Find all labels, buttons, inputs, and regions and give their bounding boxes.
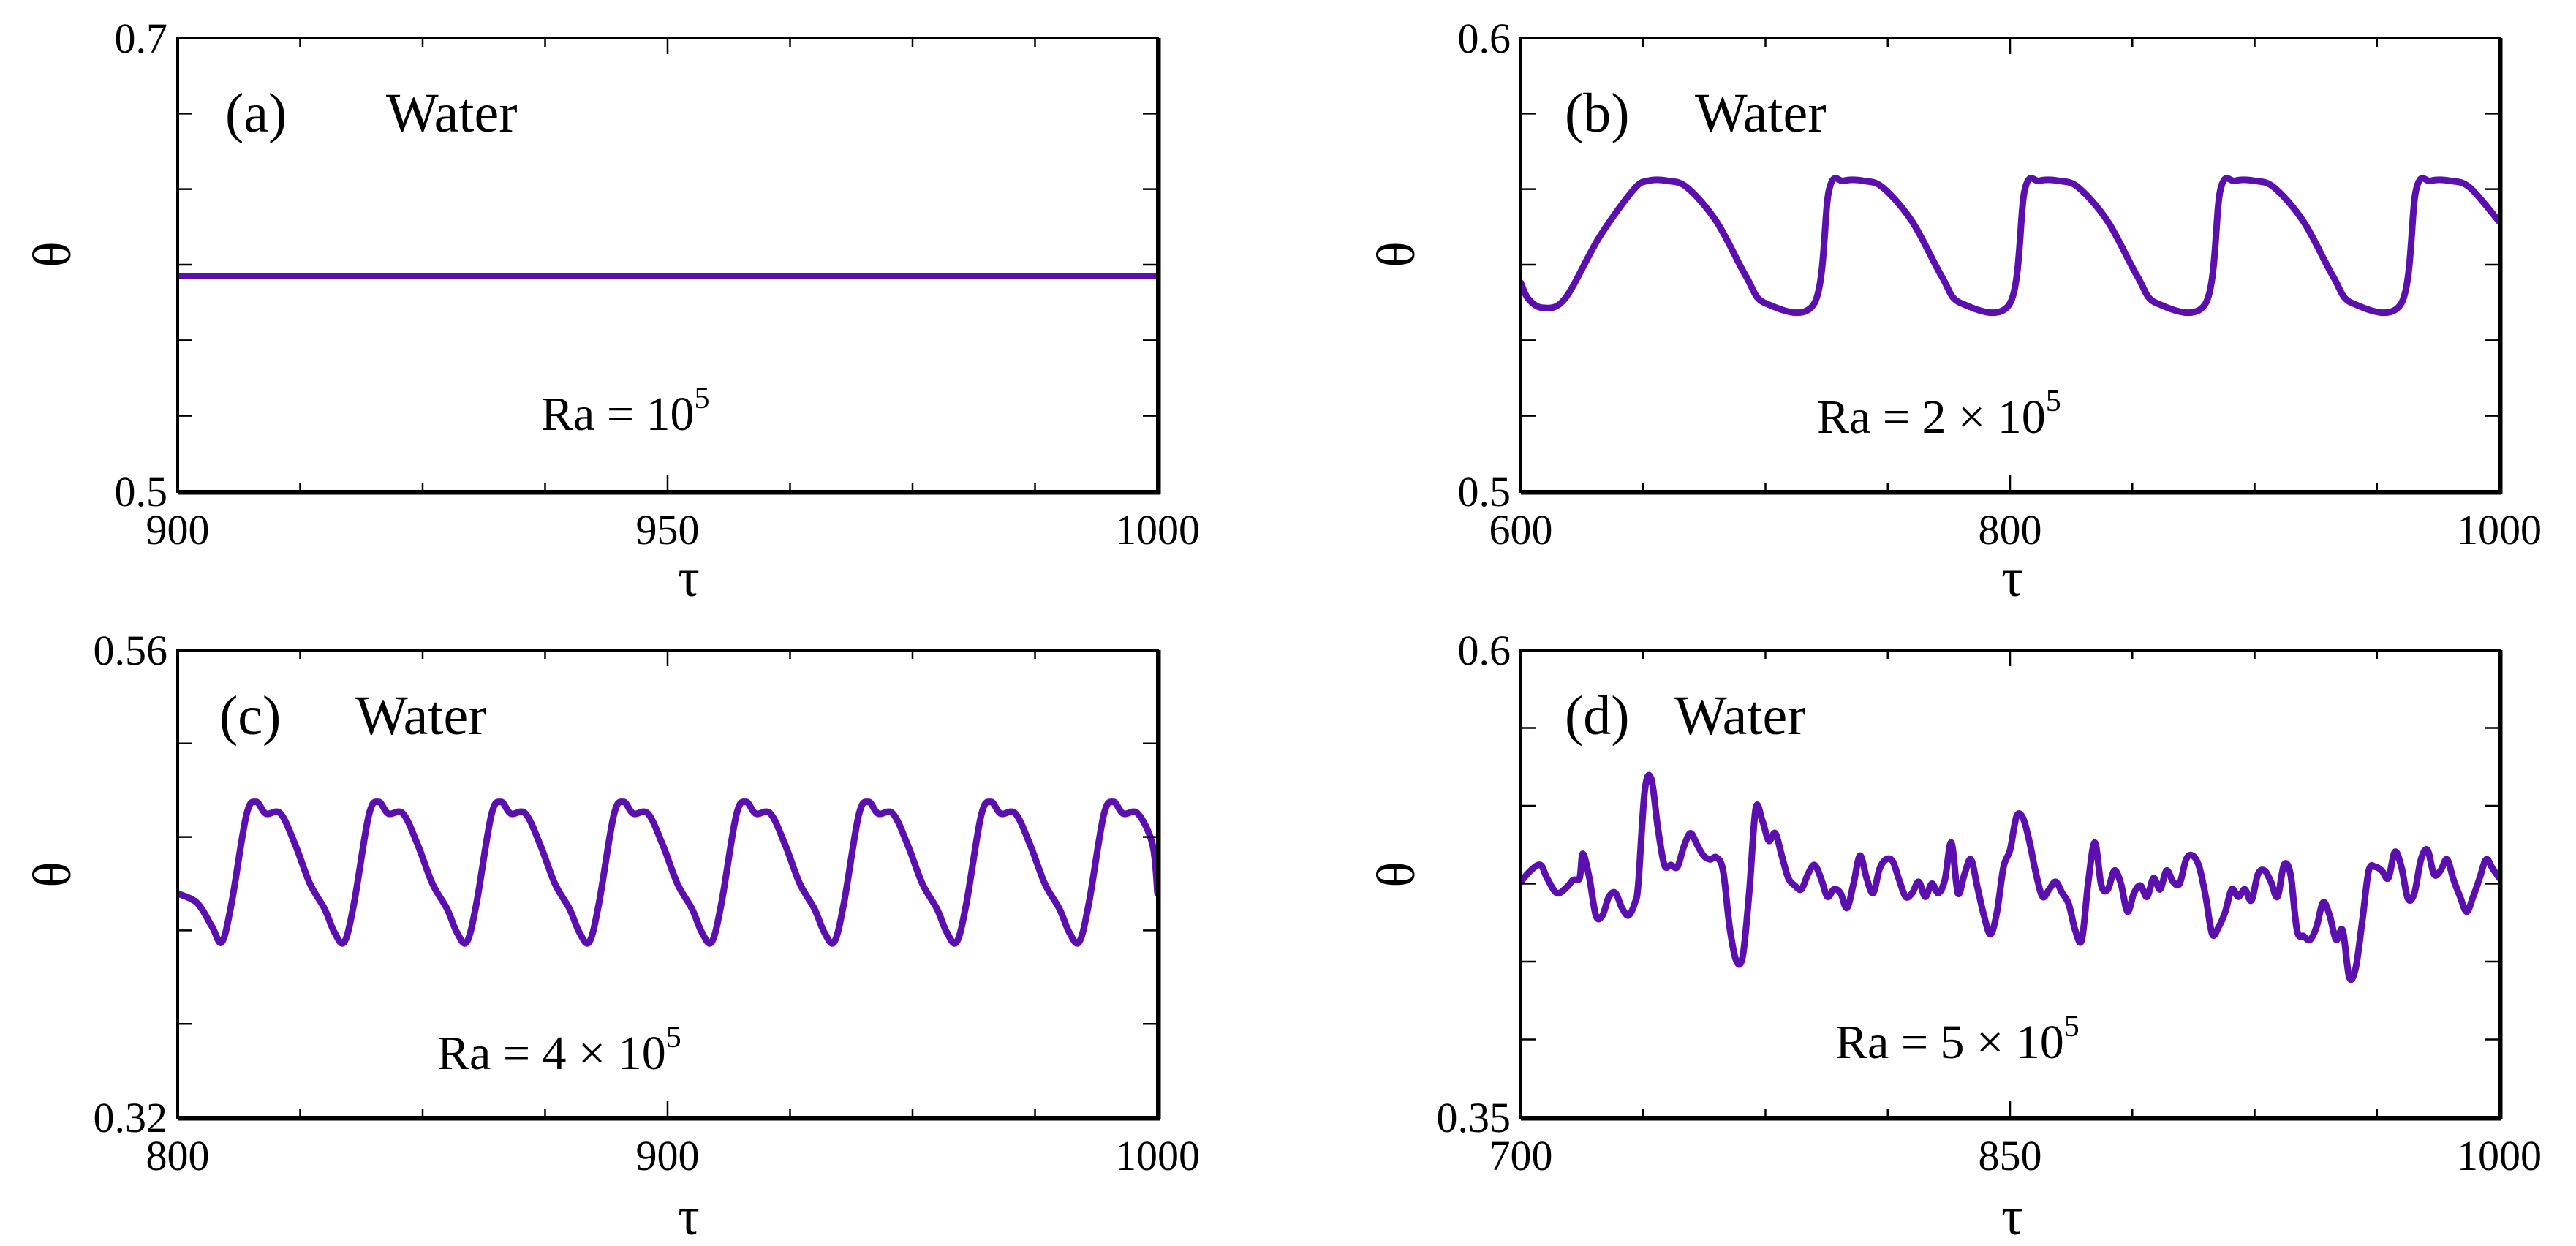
panel-d-y-tick-label: 0.35: [1437, 1094, 1511, 1141]
panel-c-x-tick-label: 800: [146, 1132, 210, 1179]
panel-b-series-line: [1521, 175, 2499, 317]
panel-b-x-axis-label: τ: [2001, 548, 2023, 608]
panel-c-y-tick-label: 0.56: [94, 627, 168, 674]
panel-b-ra-exponent: 5: [2046, 385, 2061, 418]
panel-c-series-line: [178, 798, 1157, 947]
panel-d-x-tick-label: 1000: [2457, 1132, 2542, 1179]
panel-b-y-axis-label: θ: [1367, 241, 1427, 267]
panel-b-x-tick-label: 800: [1979, 506, 2042, 554]
panel-a-ra-base: Ra = 10: [541, 388, 695, 441]
panel-c: (c) Water Ra = 4 × 105 τ θ 800 900 1000 0.3…: [23, 627, 1200, 1246]
panel-c-fluid-label: Water: [355, 685, 487, 747]
panel-a-y-axis-label: θ: [23, 241, 83, 267]
panel-a-y-tick-label: 0.7: [115, 15, 168, 62]
panel-b-ra-base: Ra = 2 × 10: [1817, 390, 2046, 444]
panel-b-y-tick-label: 0.5: [1458, 468, 1511, 516]
panel-d-y-axis-label: θ: [1367, 861, 1427, 887]
panel-a-ra-exponent: 5: [695, 382, 710, 415]
panel-b-fluid-label: Water: [1695, 83, 1827, 144]
panel-a-y-tick-label: 0.5: [115, 468, 168, 516]
panel-c-y-tick-label: 0.32: [94, 1094, 168, 1141]
panel-b-ra-annotation: Ra = 2 × 105: [1817, 385, 2061, 444]
panel-d-label: (d): [1565, 685, 1630, 747]
panel-a-x-tick-label: 950: [636, 506, 700, 554]
panel-c-x-tick-label: 900: [636, 1132, 700, 1179]
panel-c-ra-base: Ra = 4 × 10: [437, 1027, 666, 1080]
panel-d-x-tick-label: 700: [1489, 1132, 1553, 1179]
panel-d-ra-base: Ra = 5 × 10: [1835, 1016, 2064, 1069]
panel-c-y-axis-label: θ: [23, 861, 83, 887]
panel-a-fluid-label: Water: [386, 83, 518, 144]
panel-a-x-tick-label: 1000: [1115, 506, 1200, 554]
panel-d-ra-exponent: 5: [2064, 1010, 2080, 1043]
panel-a-ra-annotation: Ra = 105: [541, 382, 710, 441]
panel-b-x-tick-label: 1000: [2457, 506, 2542, 554]
panel-d-fluid-label: Water: [1674, 685, 1806, 747]
panel-b-x-tick-label: 600: [1489, 506, 1553, 554]
panel-a: (a) Water Ra = 105 τ θ 900 950 1000 0.5 0.7: [23, 15, 1200, 608]
panel-b-y-tick-label: 0.6: [1458, 15, 1511, 62]
panel-b: (b) Water Ra = 2 × 105 τ θ 600 800 1000 0.5…: [1367, 15, 2542, 608]
panel-c-x-tick-label: 1000: [1115, 1132, 1200, 1179]
panel-d-x-tick-label: 850: [1979, 1132, 2042, 1179]
panel-a-label: (a): [225, 83, 287, 144]
panel-d-y-tick-label: 0.6: [1458, 627, 1511, 674]
panel-b-label: (b): [1565, 83, 1630, 144]
panel-d-series-line: [1521, 771, 2499, 983]
panel-d-x-axis-label: τ: [2001, 1187, 2023, 1246]
panel-d-ra-annotation: Ra = 5 × 105: [1835, 1010, 2080, 1069]
panel-c-ra-exponent: 5: [666, 1021, 681, 1054]
panel-c-x-axis-label: τ: [678, 1187, 700, 1246]
panel-c-ra-annotation: Ra = 4 × 105: [437, 1021, 681, 1080]
panel-d: (d) Water Ra = 5 × 105 τ θ 700 850 1000 0.3…: [1367, 627, 2542, 1246]
panel-c-label: (c): [219, 685, 281, 747]
panel-a-x-tick-label: 900: [146, 506, 210, 554]
panel-a-x-axis-label: τ: [678, 548, 700, 608]
